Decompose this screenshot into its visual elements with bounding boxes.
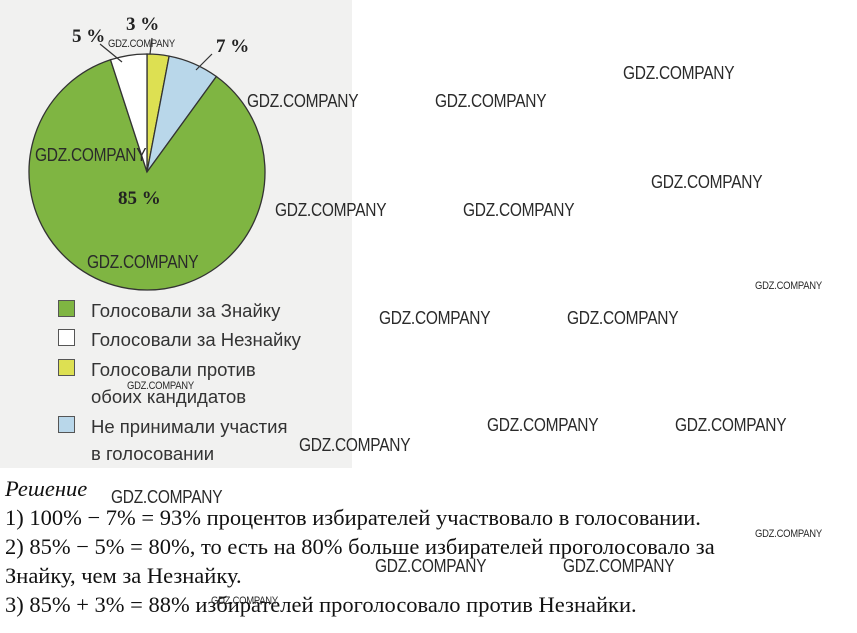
watermark: GDZ.COMPANY xyxy=(111,487,223,507)
legend-swatch-white xyxy=(58,329,75,346)
legend-swatch-blue xyxy=(58,416,75,433)
slice-neznayka xyxy=(109,53,148,173)
solution-line-2: 2) 85% − 5% = 80%, то есть на 80% больше… xyxy=(5,534,715,559)
watermark: GDZ.COMPANY xyxy=(247,91,359,111)
legend-item-znayka: Голосовали за Знайку xyxy=(58,297,280,324)
watermark: GDZ.COMPANY xyxy=(275,200,387,220)
watermark: GDZ.COMPANY xyxy=(435,91,547,111)
solution-line-4: 3) 85% + 3% = 88% избирателей проголосов… xyxy=(5,592,637,617)
watermark: GDZ.COMPANY xyxy=(463,200,575,220)
legend-text: обоих кандидатов xyxy=(91,386,247,407)
slice-label-abstained: 7 % xyxy=(216,36,250,57)
watermark: GDZ.COMPANY xyxy=(487,415,599,435)
legend-text: Голосовали против xyxy=(91,359,256,380)
pie-chart-panel: 85 % 5 % 3 % 7 % Голосовали за Знайку Го… xyxy=(0,0,352,468)
legend-item-abstained: Не принимали участия в голосовании xyxy=(58,413,288,467)
legend-text: Голосовали за Незнайку xyxy=(91,329,301,350)
watermark: GDZ.COMPANY xyxy=(623,63,735,83)
watermark: GDZ.COMPANY xyxy=(675,415,787,435)
solution-text: Решение 1) 100% − 7% = 93% процентов изб… xyxy=(5,474,855,619)
pie-chart xyxy=(28,37,266,291)
legend-swatch-green xyxy=(58,300,75,317)
solution-line-3: Знайку, чем за Незнайку. xyxy=(5,563,242,588)
legend-item-against: Голосовали против обоих кандидатов xyxy=(58,356,256,410)
slice-znayka xyxy=(28,58,266,291)
leader-line xyxy=(195,53,213,71)
watermark: GDZ.COMPANY xyxy=(563,556,675,576)
watermark: GDZ.COMPANY xyxy=(755,528,822,540)
watermark: GDZ.COMPANY xyxy=(211,595,278,607)
legend-swatch-yellow xyxy=(58,359,75,376)
watermark: GDZ.COMPANY xyxy=(375,556,487,576)
watermark: GDZ.COMPANY xyxy=(651,172,763,192)
watermark: GDZ.COMPANY xyxy=(127,380,194,392)
watermark: GDZ.COMPANY xyxy=(755,280,822,292)
watermark: GDZ.COMPANY xyxy=(87,252,199,272)
legend-item-neznayka: Голосовали за Незнайку xyxy=(58,326,301,353)
watermark: GDZ.COMPANY xyxy=(35,145,147,165)
watermark: GDZ.COMPANY xyxy=(379,308,491,328)
slice-label-neznayka: 5 % xyxy=(72,26,106,47)
watermark: GDZ.COMPANY xyxy=(567,308,679,328)
legend-text: Не принимали участия xyxy=(91,416,288,437)
leader-line xyxy=(99,43,123,63)
slice-label-against: 3 % xyxy=(126,14,160,35)
legend-text: в голосовании xyxy=(91,443,215,464)
solution-line-1: 1) 100% − 7% = 93% процентов избирателей… xyxy=(5,505,701,530)
watermark: GDZ.COMPANY xyxy=(108,38,175,50)
legend-text: Голосовали за Знайку xyxy=(91,300,281,321)
watermark: GDZ.COMPANY xyxy=(299,435,411,455)
solution-title: Решение xyxy=(5,476,88,501)
leader-line xyxy=(149,37,153,55)
slice-label-znayka: 85 % xyxy=(118,188,161,209)
